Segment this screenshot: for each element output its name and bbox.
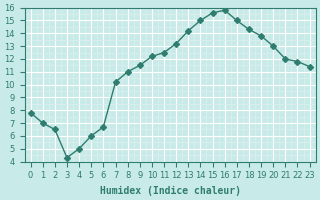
X-axis label: Humidex (Indice chaleur): Humidex (Indice chaleur) [100, 186, 241, 196]
